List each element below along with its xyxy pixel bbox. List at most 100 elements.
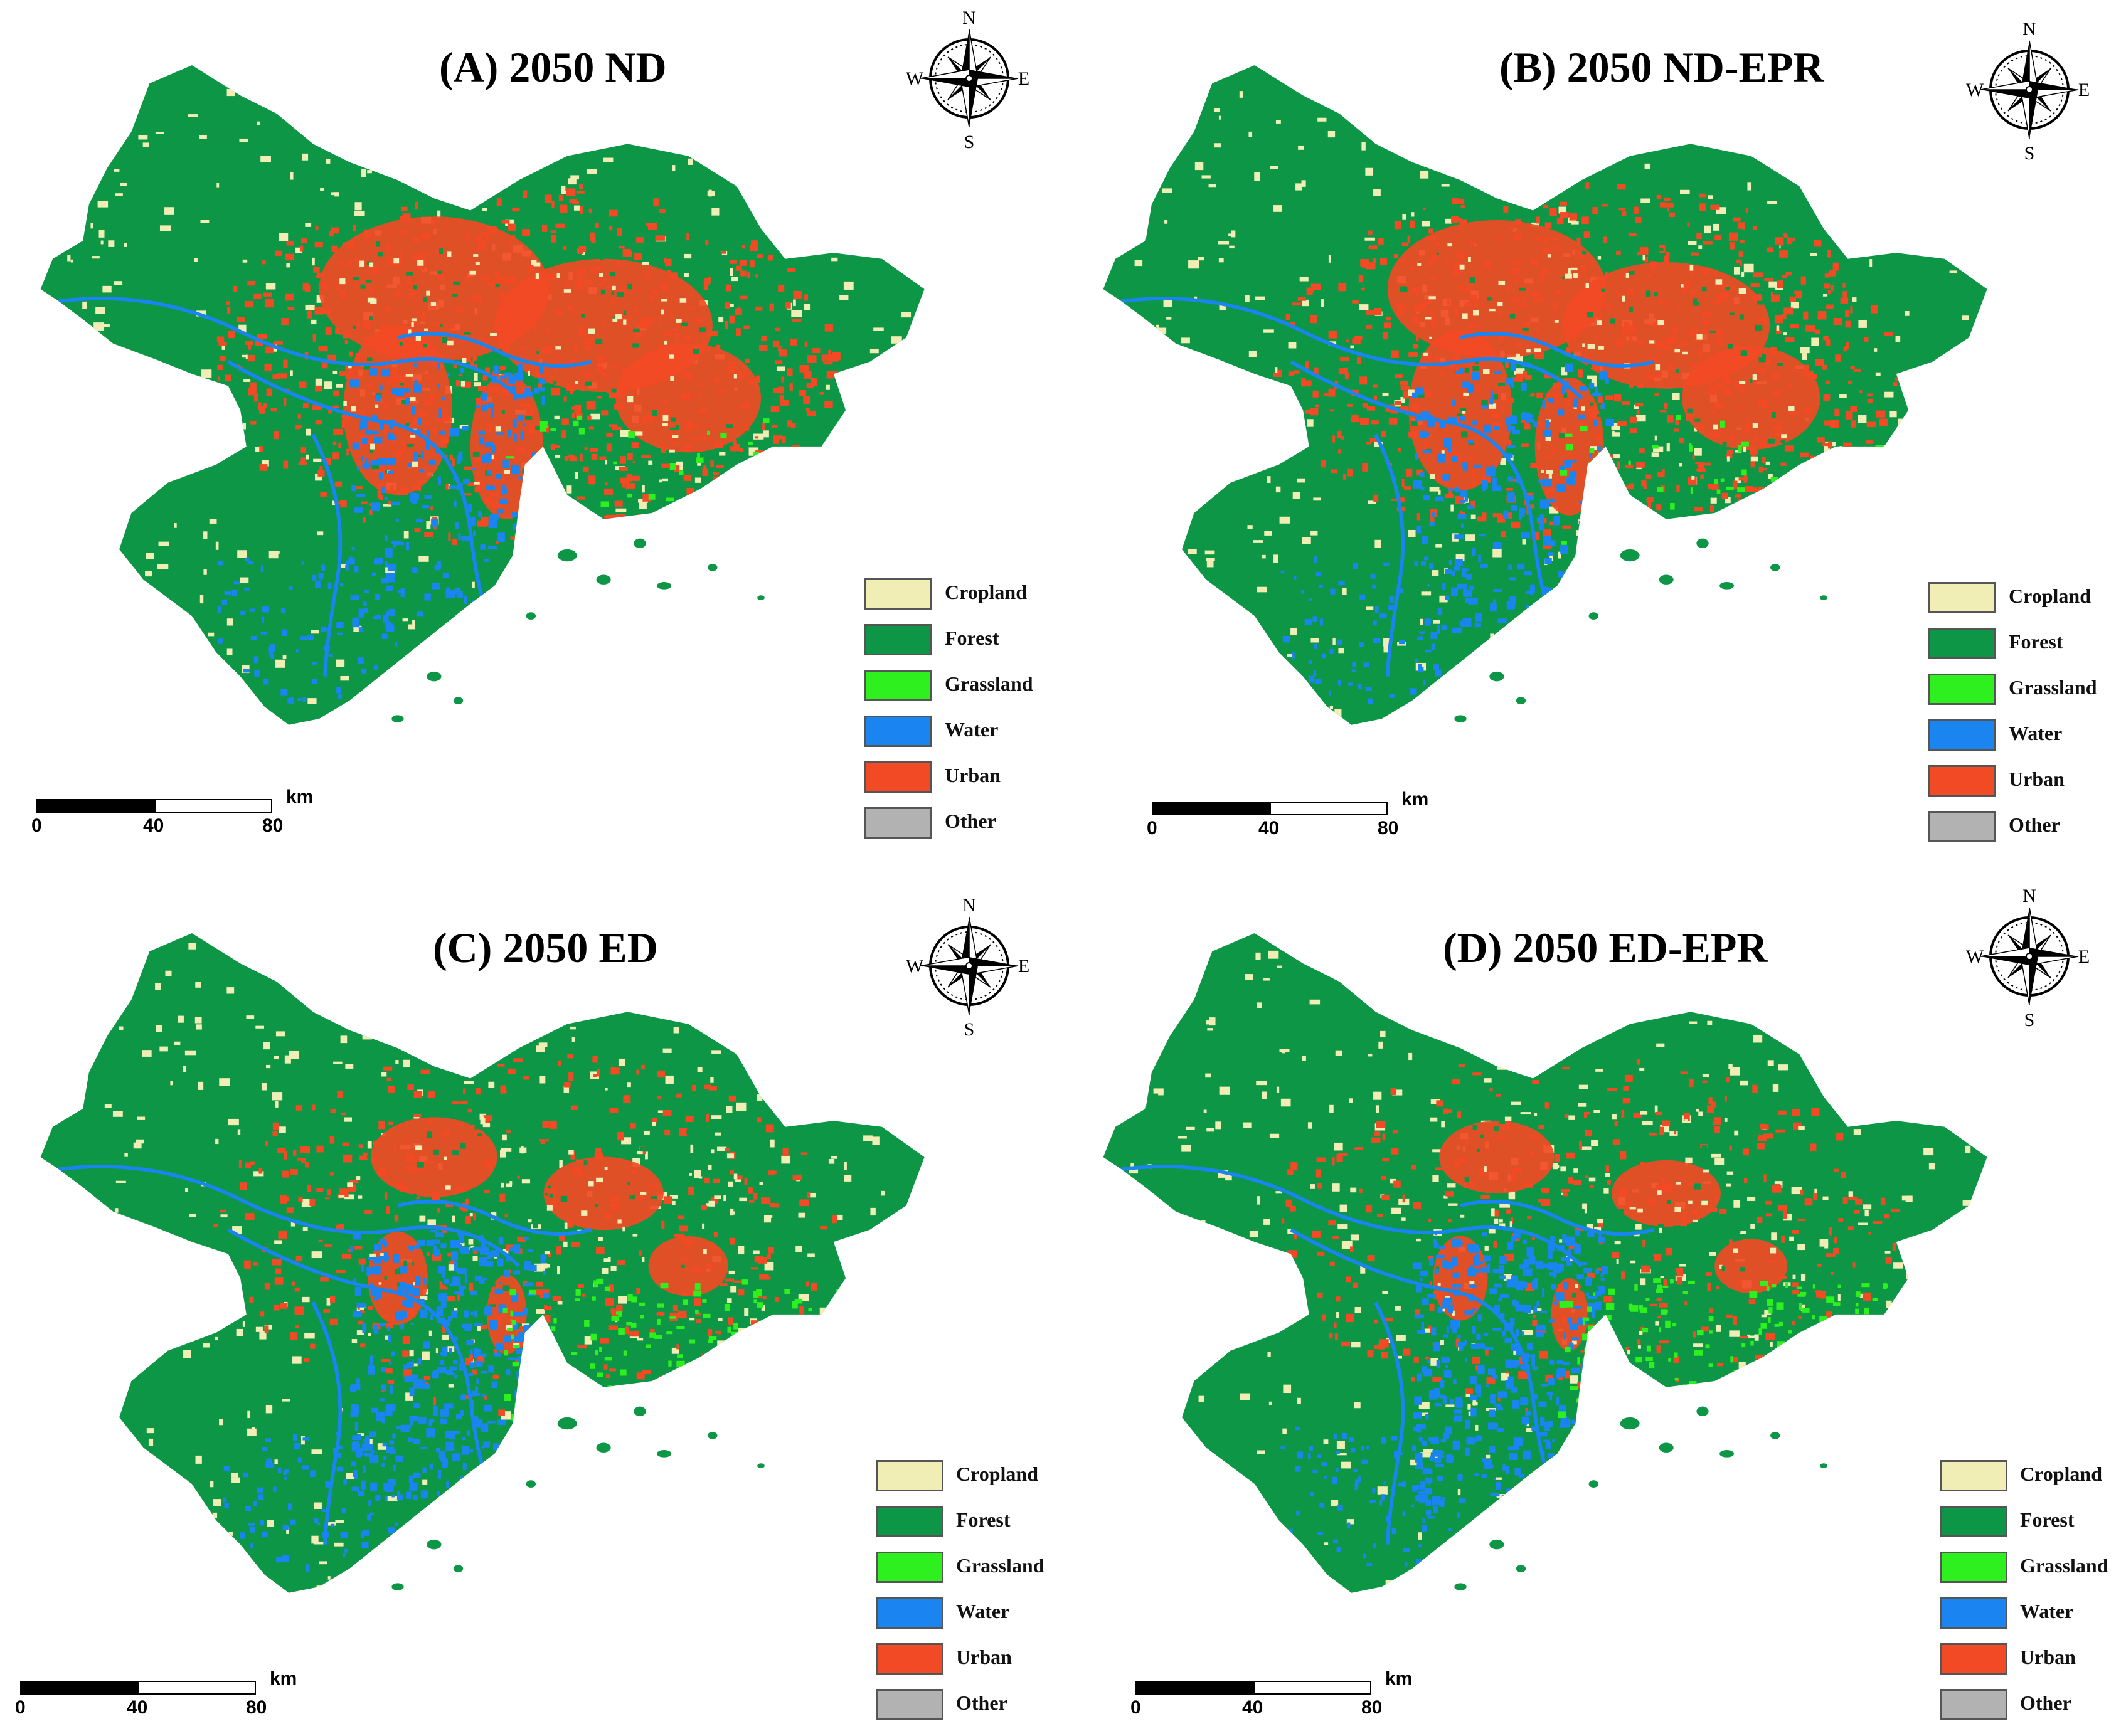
legend-label: Forest — [945, 627, 999, 649]
legend-swatch — [1928, 719, 1996, 751]
scale-tick-label: 40 — [1258, 818, 1280, 839]
compass-west-label: W — [1966, 946, 1984, 967]
compass-rose-icon: N S E W — [903, 6, 1035, 152]
scale-tick-label: 80 — [262, 815, 284, 836]
scale-bar-segment — [20, 1681, 139, 1695]
compass-south-label: S — [964, 1019, 975, 1038]
legend-label: Water — [945, 718, 999, 741]
water-area — [58, 297, 592, 704]
water-area — [1121, 1165, 1655, 1567]
legend-swatch — [876, 1460, 943, 1491]
legend-label: Urban — [2020, 1646, 2076, 1668]
panel-title: (C) 2050 ED — [433, 924, 658, 971]
legend-label: Forest — [2020, 1508, 2075, 1531]
legend-label: Grassland — [956, 1554, 1044, 1577]
compass-south-label: S — [2024, 1010, 2035, 1029]
legend-label: Water — [2020, 1600, 2074, 1622]
legend-swatch — [1928, 811, 1996, 842]
compass-north-label: N — [962, 895, 976, 916]
map-panel-c: (C) 2050 ED N S E W Cropland Forest Grassland Wa… — [0, 868, 1063, 1736]
compass-south-label: S — [964, 132, 975, 151]
scale-bar-segment — [1152, 802, 1271, 815]
panel-title: (A) 2050 ND — [439, 43, 667, 91]
islands — [1454, 538, 1827, 722]
compass-north-label: N — [962, 8, 976, 28]
legend-swatch — [1940, 1597, 2007, 1629]
legend-label: Water — [956, 1600, 1010, 1622]
scale-tick-label: 0 — [1147, 818, 1157, 839]
legend-label: Cropland — [945, 581, 1028, 603]
compass-west-label: W — [906, 956, 924, 977]
scale-tick-label: 40 — [143, 815, 164, 836]
legend-label: Grassland — [2009, 676, 2097, 699]
compass-rose-icon: N S E W — [1964, 884, 2095, 1030]
legend-swatch — [1940, 1689, 2007, 1720]
scale-bar-segment — [1270, 802, 1388, 815]
compass-south-label: S — [2024, 143, 2035, 162]
legend-label: Other — [956, 1691, 1007, 1714]
legend-swatch — [1940, 1552, 2007, 1583]
scale-bar: 0 40 80 km — [1130, 1668, 1412, 1731]
panel-title: (B) 2050 ND-EPR — [1499, 43, 1824, 91]
compass-north-label: N — [2022, 886, 2036, 906]
scale-bar-segment — [36, 799, 156, 813]
legend-label: Forest — [2009, 630, 2063, 653]
legend-swatch — [1940, 1460, 2007, 1491]
forest-area — [1103, 65, 1987, 725]
urban-area — [216, 184, 841, 546]
scale-tick-label: 80 — [1378, 818, 1399, 839]
islands — [1454, 1406, 1827, 1590]
scale-tick-label: 0 — [31, 815, 42, 836]
scale-bar-segment — [138, 1681, 256, 1695]
legend-swatch — [864, 716, 932, 747]
compass-east-label: E — [1018, 68, 1029, 89]
forest-area — [1103, 933, 1987, 1593]
map-panel-d: (D) 2050 ED-EPR N S E W Cropland Forest Grassla… — [1063, 868, 2125, 1736]
legend-swatch — [1928, 582, 1996, 613]
grassland-area — [1558, 1278, 1888, 1418]
islands — [391, 1406, 765, 1590]
legend-label: Urban — [945, 764, 1001, 786]
map-panel-a: (A) 2050 ND N S E W Cropland Forest Grassland Wa… — [0, 0, 1063, 868]
scale-unit-label: km — [270, 1668, 297, 1689]
scale-unit-label: km — [286, 786, 314, 807]
compass-east-label: E — [2078, 946, 2090, 967]
scale-unit-label: km — [1385, 1668, 1413, 1689]
legend-label: Urban — [2009, 768, 2065, 790]
legend-label: Other — [945, 810, 996, 832]
scale-unit-label: km — [1401, 789, 1429, 810]
legend-label: Cropland — [2009, 585, 2091, 607]
compass-west-label: W — [906, 68, 924, 89]
map-panel-b: (B) 2050 ND-EPR N S E W Cropland Forest Grassla… — [1063, 0, 2125, 868]
legend-swatch — [1928, 674, 1996, 705]
legend-swatch — [864, 624, 932, 655]
scale-tick-label: 0 — [15, 1697, 26, 1718]
legend-swatch — [1940, 1643, 2007, 1675]
legend-swatch — [876, 1643, 943, 1675]
compass-east-label: E — [2078, 80, 2090, 100]
legend-label: Cropland — [956, 1463, 1039, 1485]
compass-north-label: N — [2022, 19, 2036, 40]
water-area — [1121, 297, 1655, 704]
grassland-area — [506, 415, 770, 537]
scale-tick-label: 40 — [127, 1697, 148, 1718]
compass-west-label: W — [1966, 80, 1984, 100]
legend-label: Cropland — [2020, 1463, 2103, 1485]
compass-rose-icon: N S E W — [903, 894, 1035, 1040]
islands — [391, 538, 765, 722]
legend-label: Urban — [956, 1646, 1012, 1668]
grassland-area — [502, 1278, 844, 1421]
scale-bar-segment — [154, 799, 272, 813]
cropland-area — [104, 943, 885, 1593]
legend-label: Grassland — [945, 672, 1033, 695]
legend-swatch — [864, 578, 932, 610]
legend-swatch — [1928, 628, 1996, 659]
scale-bar-segment — [1135, 1681, 1255, 1695]
legend-swatch — [864, 807, 932, 839]
legend-swatch — [1940, 1506, 2007, 1537]
legend-swatch — [876, 1689, 943, 1720]
scale-tick-label: 0 — [1130, 1697, 1141, 1718]
water-area — [58, 1165, 592, 1572]
legend-swatch — [876, 1506, 943, 1537]
compass-east-label: E — [1018, 956, 1029, 977]
